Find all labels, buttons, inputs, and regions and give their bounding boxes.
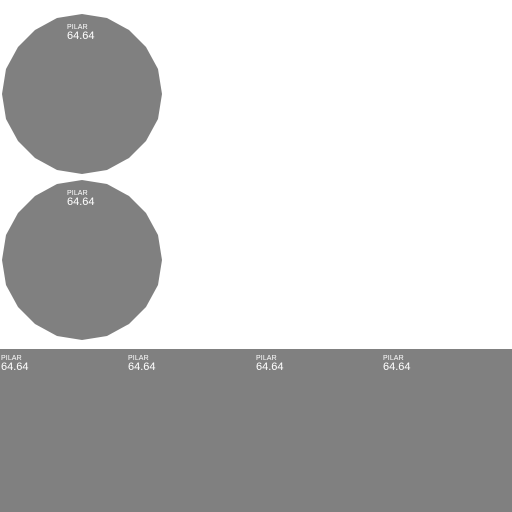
- circle-shape: [2, 14, 162, 174]
- pilar-kind-text: PILAR: [256, 355, 277, 362]
- pilar-kind-text: PILAR: [67, 190, 88, 197]
- pilar-label: PILAR 64.64: [67, 24, 95, 42]
- pilar-value-text: 64.64: [67, 30, 95, 42]
- circle-shape: [2, 180, 162, 340]
- pilar-circle-2: PILAR 64.64: [2, 180, 162, 340]
- pilar-value-text: 64.64: [1, 361, 29, 373]
- pilar-kind-text: PILAR: [67, 24, 88, 31]
- pilar-circle-1: PILAR 64.64: [2, 14, 162, 174]
- pilar-panel: PILAR 64.64 PILAR 64.64 PILAR 64.64 PILA…: [0, 349, 512, 512]
- pilar-kind-text: PILAR: [128, 355, 149, 362]
- pilar-label: PILAR 64.64: [67, 190, 95, 208]
- pilar-kind-text: PILAR: [1, 355, 22, 362]
- pilar-kind-text: PILAR: [383, 355, 404, 362]
- pilar-value-text: 64.64: [256, 361, 284, 373]
- pilar-label: PILAR 64.64: [383, 355, 411, 373]
- pilar-label: PILAR 64.64: [1, 355, 29, 373]
- pilar-value-text: 64.64: [128, 361, 156, 373]
- pilar-label: PILAR 64.64: [128, 355, 156, 373]
- pilar-label: PILAR 64.64: [256, 355, 284, 373]
- pilar-value-text: 64.64: [67, 196, 95, 208]
- pilar-value-text: 64.64: [383, 361, 411, 373]
